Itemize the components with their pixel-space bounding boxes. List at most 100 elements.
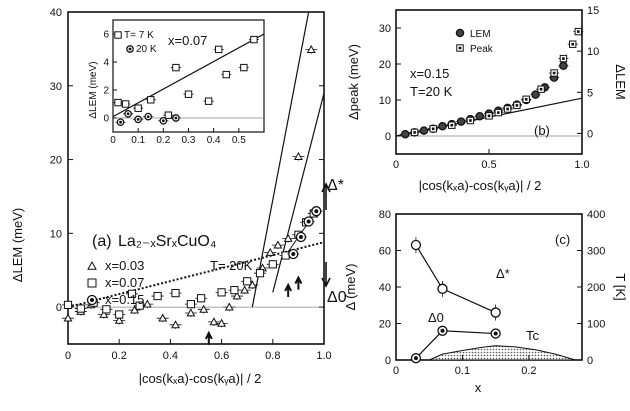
point-b-peak-core: [450, 123, 454, 127]
point-a-x007: [115, 310, 124, 319]
panel-a-frame: [67, 11, 325, 345]
inset-point-20k-core: [161, 119, 165, 123]
point-b-lem: [559, 61, 568, 71]
panel-c-ytick-right-label: 400: [587, 209, 605, 221]
inset-point-7k: [250, 35, 258, 44]
legend-a-symbol-0: [87, 260, 97, 270]
panel-b-xtick-label: 0.5: [481, 159, 496, 171]
point-b-peak-core: [539, 87, 543, 91]
point-a-x003: [158, 313, 168, 322]
point-a-x007: [217, 288, 226, 297]
panel-a-ytick-label: 0: [56, 302, 62, 314]
panel-b-ylabel-left: Δpeak (meV): [346, 44, 361, 120]
inset-point-7k: [114, 98, 122, 107]
point-b-lem: [456, 117, 466, 126]
panel-c-series-label-delta-0: Δ0: [428, 310, 444, 325]
inset-ylabel: ΔLEM (meV): [88, 61, 99, 118]
annotation-delta-star: Δ*: [327, 177, 344, 194]
legend-b-label-0: LEM: [470, 29, 491, 40]
panel-c-series-label-tc: Tc: [526, 328, 540, 343]
panel-b-ytick-right-label: 0: [587, 128, 593, 140]
point-a-x003: [63, 313, 73, 322]
panel-c-marks: 0 0.1 0.2 0 20 40 60 80 0 100 200 300 400: [379, 209, 606, 377]
point-a-x003: [265, 247, 275, 256]
point-b-peak-core: [562, 57, 565, 60]
panel-a-xtick-label: 0.6: [214, 350, 229, 362]
point-b-lem: [401, 129, 410, 139]
panel-b-ytick-label: 0: [385, 131, 391, 143]
point-a-x007: [197, 294, 206, 303]
panel-c-ylabel-left: Δ (meV): [343, 264, 358, 311]
panel-b-xlabel: |cos(kₓa)-cos(kᵧa)| / 2: [419, 178, 542, 193]
point-a-x007: [63, 300, 73, 309]
inset-point-7k: [147, 96, 155, 104]
line-delta-star: [415, 244, 496, 314]
inset-point-7k: [222, 70, 230, 79]
point-a-x007: [268, 260, 277, 269]
inset-point-7k: [240, 63, 248, 72]
panel-c-ytick-label: 80: [379, 209, 391, 221]
inset-frame: [112, 19, 265, 133]
panel-b-label: (b): [534, 123, 550, 138]
point-c-delta-0-core: [440, 328, 445, 333]
panel-c-xlabel: x: [475, 380, 482, 395]
annotation-delta-0: Δ0: [327, 289, 347, 306]
inset-ytick-label: 2: [103, 86, 109, 97]
inset-point-7k: [172, 63, 180, 72]
inset-ytick-label: 0: [103, 114, 109, 125]
panel-a-xtick-label: 0.8: [265, 350, 280, 362]
panel-a-xtick-label: 0.2: [112, 350, 127, 362]
panel-b-ytick-label: 30: [379, 23, 391, 35]
panel-a-xtick-label: 1.0: [316, 350, 331, 362]
point-a-x003: [217, 318, 227, 327]
point-a-x015-core: [314, 209, 319, 214]
panel-b-ytick-right-label: 5: [587, 87, 593, 99]
inset-doping: x=0.07: [168, 33, 207, 48]
legend-a-label-2: x=0.15: [105, 292, 144, 307]
panel-a-ylabel: ΔLEM (meV): [10, 208, 25, 282]
inset-xtick-label: 0.3: [182, 135, 196, 146]
panel-a-ytick-label: 30: [50, 81, 62, 93]
panel-b-ylabel-right: ΔLEM: [613, 64, 628, 99]
point-a-x015-core: [306, 219, 311, 224]
point-a-x007: [171, 288, 180, 298]
point-a-x007: [102, 305, 111, 314]
inset-legend-symbol-0: [114, 31, 122, 39]
inset-xtick-label: 0.5: [232, 135, 246, 146]
inset-legend-0: T= 7 K: [124, 30, 154, 41]
dotted-line-delta0: [67, 241, 325, 309]
panel-b-text-1: T=20 K: [410, 84, 453, 99]
point-a-x003: [186, 308, 196, 317]
point-a-x003: [114, 315, 124, 324]
point-a-x015-core: [298, 235, 303, 240]
inset-point-20k-core: [126, 112, 130, 116]
point-a-x003: [293, 151, 303, 160]
panel-a-label: (a): [92, 233, 112, 250]
panel-c-ytick-right-label: 100: [587, 319, 605, 331]
onset-arrow: [294, 275, 303, 290]
inset-point-7k: [121, 100, 130, 108]
onset-arrow: [204, 330, 213, 345]
inset-xtick-label: 0.2: [156, 135, 170, 146]
point-a-x003: [171, 320, 180, 329]
point-a-x003: [283, 233, 293, 242]
legend-b-symbol-0: [455, 28, 465, 38]
panel-c-label: (c): [555, 232, 570, 247]
panel-c-ytick-label: 40: [379, 282, 391, 294]
point-c-delta-star: [410, 239, 422, 251]
panel-a-xtick-label: 0.4: [163, 350, 178, 362]
point-b-peak-core: [576, 30, 580, 33]
panel-a-temperature: T= 20K: [210, 258, 253, 273]
panel-c-ytick-label: 20: [379, 319, 391, 331]
point-a-x003: [99, 309, 109, 318]
panel-a-xlabel: |cos(kₓa)-cos(kᵧa)| / 2: [139, 371, 262, 386]
point-a-x003: [224, 302, 234, 311]
inset-xtick-label: 0.4: [207, 135, 221, 146]
point-b-peak-core: [487, 114, 491, 118]
delta-0-arrow: [321, 262, 331, 288]
legend-a-label-0: x=0.03: [105, 258, 144, 273]
delta-star-arrow: [321, 182, 331, 210]
